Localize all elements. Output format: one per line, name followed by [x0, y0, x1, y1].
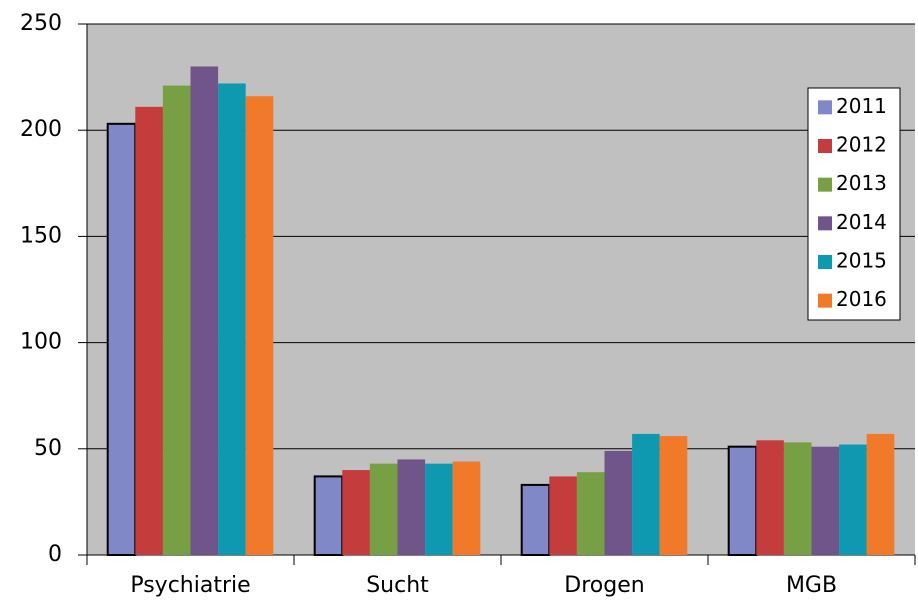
bar	[397, 459, 426, 555]
y-tick-label: 0	[48, 542, 62, 567]
bar	[162, 85, 191, 555]
bar	[866, 433, 895, 555]
bar	[756, 440, 784, 555]
legend-label: 2016	[836, 287, 887, 311]
bar	[811, 446, 840, 555]
bar	[245, 96, 274, 555]
legend-label: 2012	[836, 133, 887, 157]
x-tick-label: Sucht	[366, 573, 429, 598]
x-tick-label: Psychiatrie	[130, 573, 250, 598]
y-tick-label: 200	[20, 117, 62, 142]
bar	[218, 83, 246, 556]
bar	[604, 450, 633, 555]
legend-label: 2011	[836, 94, 887, 118]
bar	[549, 476, 577, 555]
legend-swatch	[818, 293, 832, 308]
bar	[425, 463, 453, 555]
y-tick-label: 250	[20, 11, 62, 36]
legend-swatch	[818, 139, 832, 153]
y-tick-label: 150	[20, 223, 62, 248]
bar	[632, 433, 660, 555]
legend-swatch	[818, 100, 832, 115]
x-tick-label: Drogen	[564, 573, 644, 598]
bar	[135, 106, 163, 555]
bar	[369, 463, 398, 555]
y-tick-label: 100	[20, 330, 62, 355]
bar	[106, 122, 137, 556]
legend-label: 2014	[836, 210, 887, 234]
legend-label: 2015	[836, 249, 887, 273]
legend-box	[807, 87, 901, 321]
x-tick-label: MGB	[786, 573, 837, 598]
bar	[342, 470, 370, 555]
bar	[190, 66, 219, 555]
legend-label: 2013	[836, 171, 887, 195]
bar	[659, 436, 688, 555]
legend-swatch	[818, 177, 832, 192]
bar	[783, 442, 812, 555]
bar	[452, 461, 481, 555]
bar	[727, 445, 758, 556]
bar	[839, 444, 867, 555]
legend-swatch	[818, 255, 832, 269]
y-tick-label: 50	[34, 436, 62, 461]
bar	[520, 483, 551, 556]
legend-swatch	[818, 216, 832, 231]
bar	[313, 475, 344, 556]
bar	[576, 472, 605, 555]
